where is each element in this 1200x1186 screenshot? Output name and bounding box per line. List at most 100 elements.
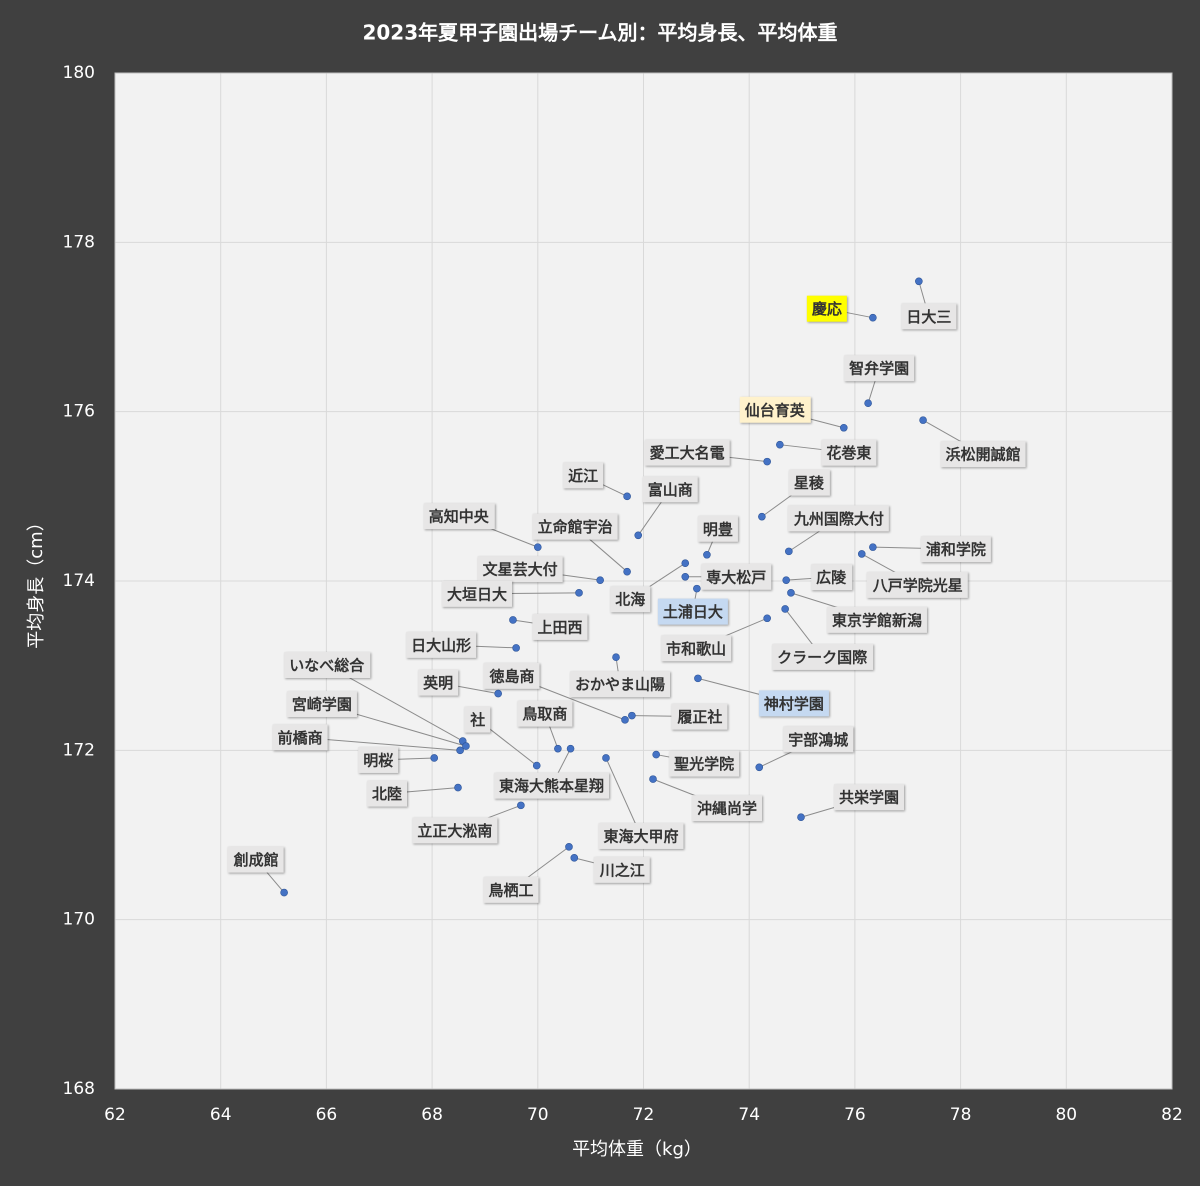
data-label: 北海 — [610, 586, 651, 613]
x-tick-label: 74 — [738, 1105, 760, 1125]
label-text: クラーク国際 — [777, 648, 868, 666]
label-text: 日大三 — [906, 308, 951, 326]
label-box — [783, 726, 854, 753]
label-box — [920, 536, 991, 563]
label-text: 前橋商 — [278, 729, 323, 747]
label-box — [644, 439, 730, 466]
label-box — [570, 671, 671, 698]
data-label: 慶応 — [806, 295, 847, 322]
y-axis-title: 平均身長（cm） — [26, 513, 47, 648]
y-tick-label: 168 — [63, 1079, 95, 1099]
point — [623, 492, 631, 501]
point — [596, 576, 604, 584]
label-text: 共栄学園 — [839, 789, 899, 807]
point — [566, 744, 575, 753]
label-box — [483, 876, 539, 903]
label-box — [593, 856, 650, 883]
point — [280, 888, 288, 897]
label-box — [661, 635, 732, 662]
label-text: 立正大淞南 — [417, 822, 492, 840]
data-label: 神村学園 — [758, 690, 829, 717]
label-box — [406, 631, 477, 658]
label-text: 鳥栖工 — [488, 881, 533, 899]
label-box — [833, 784, 905, 811]
data-label: 八戸学院光星 — [866, 571, 968, 598]
label-text: 仙台育英 — [745, 401, 806, 419]
y-tick-label: 172 — [63, 740, 95, 760]
chart-title: 2023年夏甲子園出場チーム別：平均身長、平均体重 — [362, 21, 837, 45]
label-box — [598, 822, 684, 849]
data-label: いなべ総合 — [284, 652, 371, 679]
label-text: 浦和学院 — [926, 541, 986, 559]
label-box — [442, 580, 513, 607]
label-box — [657, 598, 728, 625]
label-box — [358, 746, 399, 773]
point — [565, 843, 573, 851]
data-label: 東京学館新潟 — [826, 606, 927, 633]
point — [628, 711, 636, 720]
x-tick-label: 68 — [421, 1105, 443, 1125]
data-label: 共栄学園 — [833, 784, 905, 811]
point — [430, 754, 439, 762]
data-label: 立正大淞南 — [412, 817, 498, 844]
point — [869, 313, 877, 322]
data-label: 前橋商 — [272, 724, 328, 751]
point — [462, 742, 470, 750]
point — [776, 440, 784, 449]
point — [494, 689, 502, 698]
label-box — [739, 396, 811, 423]
label-text: 星稜 — [794, 474, 825, 492]
label-text: 東海大甲府 — [603, 827, 678, 845]
x-tick-label: 80 — [1055, 1105, 1077, 1125]
label-text: 智弁学園 — [849, 360, 909, 378]
x-tick-label: 82 — [1161, 1105, 1183, 1125]
data-label: 智弁学園 — [844, 355, 915, 382]
label-box — [532, 513, 618, 540]
data-label: 広陵 — [811, 564, 853, 591]
data-label: 近江 — [563, 462, 604, 489]
label-text: 明豊 — [703, 520, 733, 538]
data-label: 土浦日大 — [657, 598, 728, 625]
x-tick-label: 76 — [844, 1105, 866, 1125]
label-text: 宮崎学園 — [292, 696, 352, 714]
point — [554, 744, 562, 753]
point — [703, 550, 711, 559]
label-box — [758, 690, 829, 717]
label-box — [788, 469, 830, 496]
data-label: 東海大熊本星翔 — [494, 772, 610, 799]
label-text: 社 — [469, 711, 485, 729]
label-box — [483, 662, 540, 689]
data-label: 明豊 — [697, 515, 738, 542]
point — [509, 616, 517, 624]
point — [517, 801, 525, 810]
label-box — [692, 795, 763, 822]
label-box — [494, 772, 610, 799]
label-text: 高知中央 — [429, 508, 490, 526]
label-text: 徳島商 — [488, 667, 534, 685]
data-label: 富山商 — [642, 476, 698, 503]
data-label: 浦和学院 — [920, 536, 991, 563]
label-text: 宇部鴻城 — [788, 731, 848, 749]
point — [763, 457, 771, 466]
point — [694, 674, 702, 683]
data-label: 浜松開誠館 — [940, 441, 1026, 468]
x-tick-label: 72 — [633, 1105, 655, 1125]
data-label: 立命館宇治 — [532, 513, 618, 540]
label-box — [701, 563, 772, 590]
data-label: おかやま山陽 — [570, 671, 671, 698]
label-box — [697, 515, 738, 542]
data-label: 鳥栖工 — [483, 876, 539, 903]
label-text: 上田西 — [537, 618, 582, 636]
point — [570, 854, 579, 862]
label-text: 土浦日大 — [663, 603, 723, 621]
point — [797, 813, 805, 822]
label-box — [272, 724, 328, 751]
data-label: 宮崎学園 — [286, 691, 357, 718]
point — [532, 761, 541, 770]
label-text: 花巻東 — [826, 444, 871, 462]
data-label: 文星芸大付 — [477, 556, 563, 583]
data-label: クラーク国際 — [772, 643, 874, 670]
label-box — [517, 700, 573, 727]
x-tick-label: 62 — [104, 1105, 126, 1125]
